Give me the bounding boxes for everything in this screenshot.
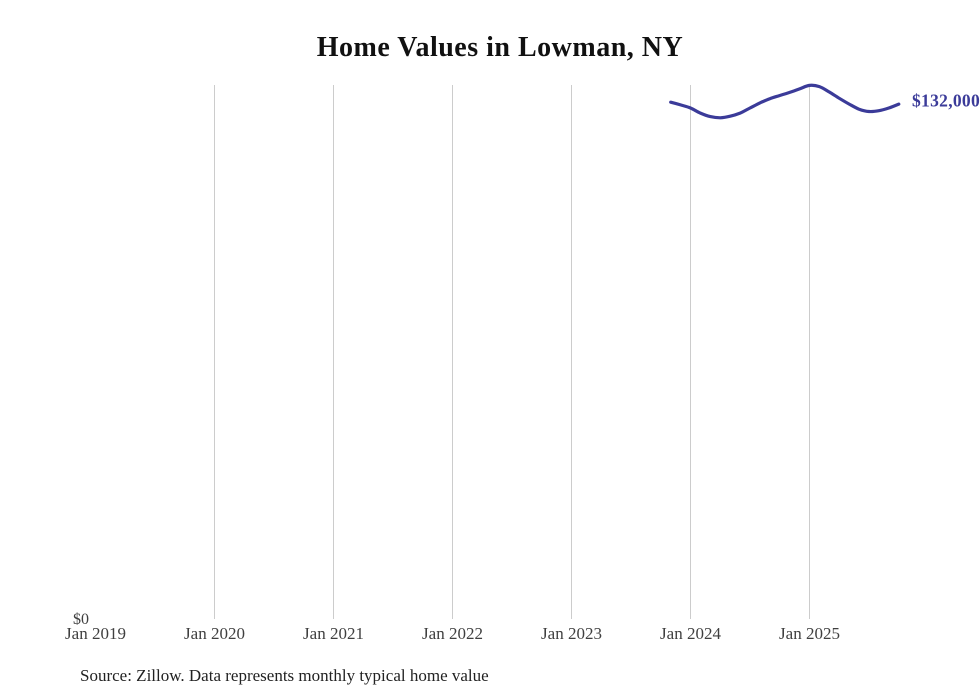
chart-title: Home Values in Lowman, NY [316,32,684,63]
x-tick-label: Jan 2021 [303,624,364,643]
x-tick-label: Jan 2022 [422,624,483,643]
x-tick-label: Jan 2023 [541,624,602,643]
y-zero-label: $0 [73,611,89,628]
home-value-line [669,83,901,120]
source-note: Source: Zillow. Data represents monthly … [80,666,489,685]
x-tick-label: Jan 2019 [65,624,126,643]
x-tick-label: Jan 2020 [184,624,245,643]
x-tick-label: Jan 2025 [779,624,840,643]
x-tick-label: Jan 2024 [660,624,721,643]
end-value-label: $132,000 [912,90,980,111]
